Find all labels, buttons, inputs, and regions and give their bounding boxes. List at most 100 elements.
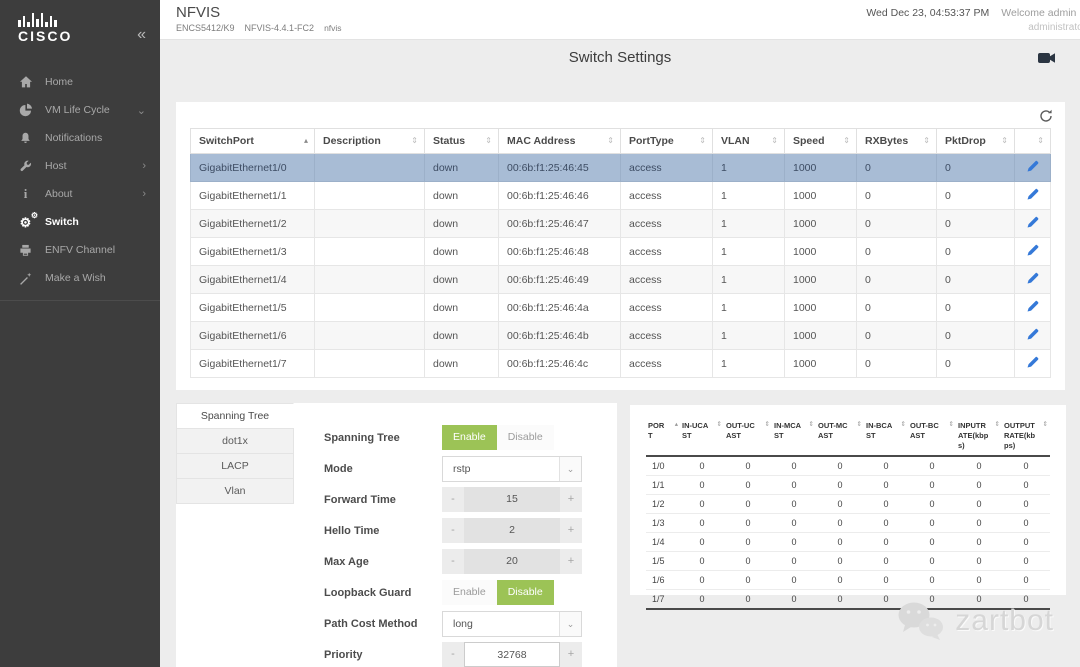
col-in-mcast[interactable]: IN-MCAST ⇕ (772, 419, 816, 458)
minus-button[interactable]: - (451, 524, 455, 536)
field-label: Mode (324, 462, 353, 475)
topbar: NFVIS ENCS5412/K9 NFVIS-4.4.1-FC2 nfvis … (160, 0, 1080, 40)
user-menu[interactable]: Welcome admin ⌄ (1001, 7, 1080, 19)
sidebar-item-switch[interactable]: ⚙ ⚙ Switch (0, 208, 160, 236)
tab-lacp[interactable]: LACP (176, 453, 294, 479)
stats-row[interactable]: 1/2 0 0 0 0 0 0 0 0 (646, 494, 1050, 515)
priority-row: Priority - 32768 + (324, 642, 617, 667)
switch-port-row[interactable]: GigabitEthernet1/0 down 00:6b:f1:25:46:45 a… (190, 153, 1051, 182)
edit-port-button[interactable] (1014, 209, 1051, 238)
sidebar-item-host[interactable]: Host › (0, 152, 160, 180)
spanning-tree-disable-button[interactable]: Disable (496, 425, 554, 450)
chevron-right-icon: › (142, 160, 146, 172)
stats-row[interactable]: 1/6 0 0 0 0 0 0 0 0 (646, 570, 1050, 591)
path-cost-method-select[interactable]: long ⌄ (442, 610, 582, 637)
col-out-mcast[interactable]: OUT-MCAST ⇕ (816, 419, 864, 458)
col-in-ucast[interactable]: IN-UCAST ⇕ (680, 419, 724, 458)
edit-port-button[interactable] (1014, 265, 1051, 294)
stats-row[interactable]: 1/1 0 0 0 0 0 0 0 0 (646, 475, 1050, 496)
loopback-guard-enable-button[interactable]: Enable (442, 580, 497, 605)
stats-row[interactable]: 1/5 0 0 0 0 0 0 0 0 (646, 551, 1050, 572)
col-pktdrop[interactable]: PktDrop ⇕ (936, 128, 1015, 154)
col-out-ucast[interactable]: OUT-UCAST ⇕ (724, 419, 772, 458)
edit-port-button[interactable] (1014, 237, 1051, 266)
switch-ports-panel: SwitchPort ▴ Description ⇕ Status ⇕ MAC Add… (176, 102, 1065, 390)
refresh-icon[interactable] (1039, 109, 1053, 123)
switch-port-row[interactable]: GigabitEthernet1/1 down 00:6b:f1:25:46:46 a… (190, 181, 1051, 210)
stats-row[interactable]: 1/4 0 0 0 0 0 0 0 0 (646, 532, 1050, 553)
col-port[interactable]: PORT ▴ (646, 419, 680, 458)
plus-button[interactable]: + (567, 555, 575, 567)
edit-port-button[interactable] (1014, 321, 1051, 350)
datetime: Wed Dec 23, 04:53:37 PM (866, 7, 990, 19)
col-out-bcast[interactable]: OUT-BCAST ⇕ (908, 419, 956, 458)
sort-icon: ⇕ (1037, 136, 1044, 145)
mode-select[interactable]: rstp ⌄ (442, 455, 582, 482)
col-edit[interactable]: ⇕ (1014, 128, 1051, 154)
col-switchport[interactable]: SwitchPort ▴ (190, 128, 315, 154)
collapse-sidebar-icon[interactable]: « (137, 26, 146, 43)
col-vlan[interactable]: VLAN ⇕ (712, 128, 785, 154)
plus-button[interactable]: + (567, 648, 575, 660)
forward-time-value: 15 (464, 487, 560, 512)
minus-button[interactable]: - (451, 493, 455, 505)
edit-port-button[interactable] (1014, 293, 1051, 322)
switch-port-row[interactable]: GigabitEthernet1/2 down 00:6b:f1:25:46:47 a… (190, 209, 1051, 238)
field-label: Path Cost Method (324, 617, 418, 630)
stats-row[interactable]: 1/7 0 0 0 0 0 0 0 0 (646, 589, 1050, 611)
switch-port-row[interactable]: GigabitEthernet1/6 down 00:6b:f1:25:46:4b a… (190, 321, 1051, 350)
minus-button[interactable]: - (451, 555, 455, 567)
col-rxbytes[interactable]: RXBytes ⇕ (856, 128, 937, 154)
edit-port-button[interactable] (1014, 349, 1051, 378)
loopback-guard-row: Loopback Guard Enable Disable (324, 580, 617, 605)
sidebar-item-label: Switch (45, 216, 79, 228)
edit-port-button[interactable] (1014, 153, 1051, 182)
switch-port-row[interactable]: GigabitEthernet1/7 down 00:6b:f1:25:46:4c a… (190, 349, 1051, 378)
sidebar-item-about[interactable]: i About › (0, 180, 160, 208)
mode-row: Mode rstp ⌄ (324, 455, 617, 482)
sidebar-item-notifications[interactable]: Notifications (0, 124, 160, 152)
sidebar: CISCO « Home VM Life Cycle ⌄ Notificatio… (0, 0, 160, 667)
sort-icon: ⇕ (699, 136, 706, 145)
sidebar-item-label: Make a Wish (45, 272, 106, 284)
priority-input[interactable]: 32768 (464, 642, 560, 667)
switch-port-row[interactable]: GigabitEthernet1/5 down 00:6b:f1:25:46:4a a… (190, 293, 1051, 322)
stats-row[interactable]: 1/3 0 0 0 0 0 0 0 0 (646, 513, 1050, 534)
col-mac-address[interactable]: MAC Address ⇕ (498, 128, 621, 154)
sort-icon: ⇕ (948, 421, 954, 428)
col-status[interactable]: Status ⇕ (424, 128, 499, 154)
spanning-tree-enable-button[interactable]: Enable (442, 425, 497, 450)
switch-config-panel: Spanning Tree dot1x LACP Vlan Spanning T… (176, 403, 617, 667)
minus-button[interactable]: - (451, 648, 455, 660)
col-inputrate[interactable]: INPUTRATE(kbps) ⇕ (956, 419, 1002, 458)
plus-button[interactable]: + (567, 493, 575, 505)
plus-button[interactable]: + (567, 524, 575, 536)
app-subtitle: ENCS5412/K9 NFVIS-4.4.1-FC2 nfvis (176, 23, 342, 33)
edit-port-button[interactable] (1014, 181, 1051, 210)
switch-port-row[interactable]: GigabitEthernet1/4 down 00:6b:f1:25:46:49 a… (190, 265, 1051, 294)
sidebar-item-make-a-wish[interactable]: Make a Wish (0, 264, 160, 292)
watermark: zartbot (893, 598, 1054, 644)
info-icon: i (23, 186, 28, 201)
tab-vlan[interactable]: Vlan (176, 478, 294, 504)
col-porttype[interactable]: PortType ⇕ (620, 128, 713, 154)
col-outputrate[interactable]: OUTPUTRATE(kbps) ⇕ (1002, 419, 1050, 458)
page-title: Switch Settings (568, 49, 672, 66)
col-in-bcast[interactable]: IN-BCAST ⇕ (864, 419, 908, 458)
sidebar-item-vm-life-cycle[interactable]: VM Life Cycle ⌄ (0, 96, 160, 124)
tab-spanning-tree[interactable]: Spanning Tree (176, 403, 294, 429)
sidebar-item-enfv-channel[interactable]: ENFV Channel (0, 236, 160, 264)
sort-icon: ⇕ (923, 136, 930, 145)
loopback-guard-disable-button[interactable]: Disable (496, 580, 554, 605)
tab-dot1x[interactable]: dot1x (176, 428, 294, 454)
ports-header-row: SwitchPort ▴ Description ⇕ Status ⇕ MAC Add… (190, 128, 1051, 154)
col-speed[interactable]: Speed ⇕ (784, 128, 857, 154)
port-statistics-table: PORT ▴ IN-UCAST ⇕ OUT-UCAST ⇕ IN-MCAST ⇕ OUT… (646, 419, 1050, 611)
video-camera-icon[interactable] (1038, 51, 1056, 69)
sidebar-item-home[interactable]: Home (0, 68, 160, 96)
stats-row[interactable]: 1/0 0 0 0 0 0 0 0 0 (646, 456, 1050, 477)
col-description[interactable]: Description ⇕ (314, 128, 425, 154)
switch-port-row[interactable]: GigabitEthernet1/3 down 00:6b:f1:25:46:48 a… (190, 237, 1051, 266)
app-title-block: NFVIS ENCS5412/K9 NFVIS-4.4.1-FC2 nfvis (176, 4, 342, 39)
device-model: ENCS5412/K9 (176, 23, 235, 33)
